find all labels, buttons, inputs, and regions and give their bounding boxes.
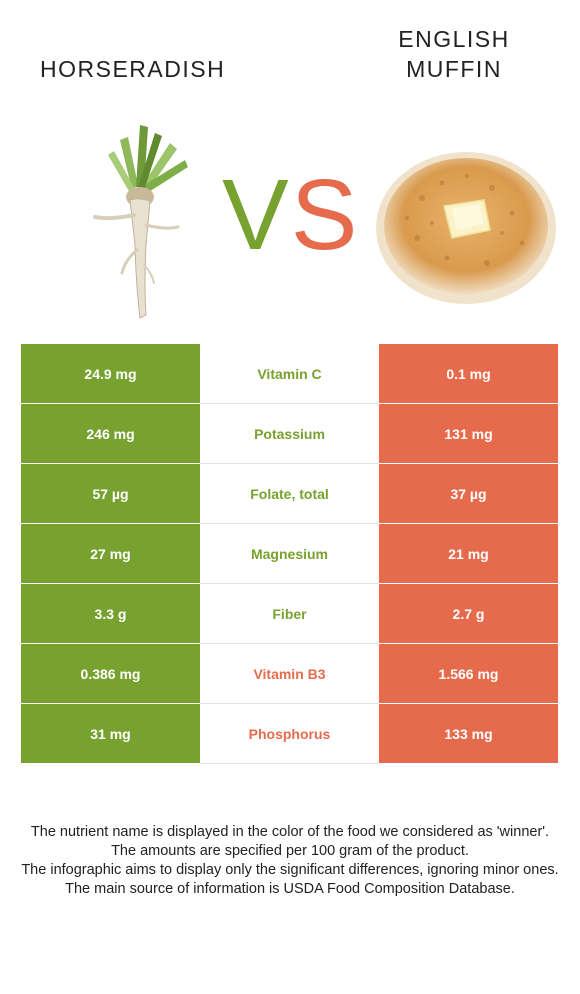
left-food-title: Horseradish [40,56,226,82]
left-value: 57 µg [21,463,200,524]
right-value: 2.7 g [379,583,558,644]
nutrient-name: Vitamin C [200,344,379,404]
right-value: 37 µg [379,463,558,524]
left-value: 24.9 mg [21,344,200,404]
table-row: 24.9 mg Vitamin C 0.1 mg [21,344,558,404]
left-value: 246 mg [21,403,200,464]
nutrient-name: Vitamin B3 [200,643,379,704]
horseradish-image [93,125,188,319]
right-value: 133 mg [379,703,558,764]
table-row: 0.386 mg Vitamin B3 1.566 mg [21,643,558,704]
table-row: 27 mg Magnesium 21 mg [21,523,558,584]
nutrient-name: Potassium [200,403,379,464]
nutrient-name: Fiber [200,583,379,644]
table-row: 57 µg Folate, total 37 µg [21,463,558,524]
versus-v: V [222,159,291,271]
note-2: The amounts are specified per 100 gram o… [111,843,469,859]
right-value: 0.1 mg [379,344,558,404]
right-value: 1.566 mg [379,643,558,704]
table-row: 246 mg Potassium 131 mg [21,403,558,464]
nutrient-name: Magnesium [200,523,379,584]
right-food-title: English muffin [398,26,510,82]
versus-s: S [290,159,360,271]
left-value: 27 mg [21,523,200,584]
note-1: The nutrient name is displayed in the co… [30,824,550,840]
table-row: 3.3 g Fiber 2.7 g [21,583,558,644]
note-3: The infographic aims to display only the… [21,862,559,878]
comparison-table: 24.9 mg Vitamin C 0.1 mg 246 mg Potassium 131… [21,344,558,764]
left-value: 0.386 mg [21,643,200,704]
english-muffin-image [376,152,556,304]
nutrient-name: Folate, total [200,463,379,524]
versus-label: VS [222,165,359,265]
nutrient-name: Phosphorus [200,703,379,764]
notes: The nutrient name is displayed in the co… [20,823,560,899]
left-value: 3.3 g [21,583,200,644]
table-row: 31 mg Phosphorus 133 mg [21,703,558,764]
right-value: 21 mg [379,523,558,584]
left-value: 31 mg [21,703,200,764]
note-4: The main source of information is USDA F… [65,881,515,897]
right-value: 131 mg [379,403,558,464]
